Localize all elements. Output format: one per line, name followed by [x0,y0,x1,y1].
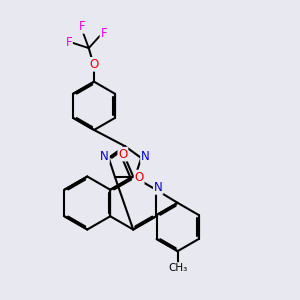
Text: F: F [100,27,107,40]
Text: O: O [118,148,128,160]
Text: O: O [89,58,99,71]
Text: N: N [100,150,109,163]
Text: CH₃: CH₃ [168,263,187,273]
Text: O: O [134,171,144,184]
Text: F: F [65,36,72,49]
Text: N: N [141,150,150,163]
Text: F: F [78,20,85,33]
Text: N: N [154,181,163,194]
